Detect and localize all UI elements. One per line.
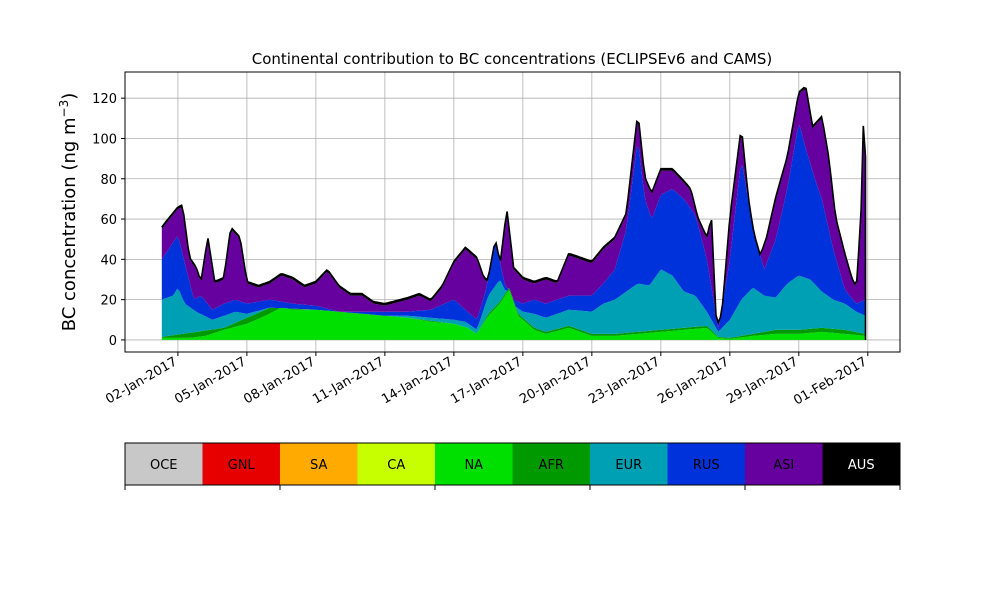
legend-label-gnl: GNL [228,458,256,473]
y-axis-label: BC concentration (ng m−3) [57,93,80,332]
area-eur [161,269,866,338]
legend: OCE GNL SA CA NA AFR EUR RUS ASI AUS [124,442,901,490]
legend-swatch-oce [125,443,203,485]
chart-title: Continental contribution to BC concentra… [252,50,773,68]
legend-swatch-ca [357,443,435,485]
legend-label-eur: EUR [615,458,642,473]
x-axis-ticks: 02-Jan-201705-Jan-201708-Jan-201711-Jan-… [103,352,870,408]
legend-swatch-rus [667,443,745,485]
x-tick-label: 29-Jan-2017 [724,354,801,407]
legend-label-ca: CA [387,458,405,473]
x-tick-label: 14-Jan-2017 [379,354,456,407]
y-tick-label: 80 [100,173,117,188]
x-tick-label: 08-Jan-2017 [241,354,318,407]
legend-swatch-gnl [202,443,280,485]
legend-swatch-eur [590,443,668,485]
y-tick-label: 120 [92,92,117,107]
legend-frame [124,442,901,486]
area-rus [161,125,866,332]
legend-label-afr: AFR [539,458,564,473]
x-tick-label: 01-Feb-2017 [791,354,870,408]
legend-swatch-asi [745,443,823,485]
x-tick-label: 17-Jan-2017 [448,354,525,407]
legend-label-sa: SA [310,458,327,473]
legend-swatch-afr [512,443,590,485]
y-axis-ticks: 0 20 40 60 80 100 120 [92,92,125,349]
legend-label-oce: OCE [150,458,178,473]
area-afr [161,288,866,339]
legend-label-asi: ASI [773,458,794,473]
x-tick-label: 20-Jan-2017 [517,354,594,407]
x-tick-label: 23-Jan-2017 [586,354,663,407]
legend-swatch-aus [822,443,900,485]
y-tick-label: 0 [109,334,117,349]
x-tick-label: 02-Jan-2017 [103,354,180,407]
legend-swatch-na [435,443,513,485]
x-tick-label: 05-Jan-2017 [172,354,249,407]
legend-label-rus: RUS [693,458,720,473]
area-na [161,290,866,340]
stacked-areas [161,87,866,340]
y-tick-label: 20 [100,294,117,309]
x-tick-label: 26-Jan-2017 [655,354,732,407]
y-tick-label: 60 [100,213,117,228]
x-tick-label: 11-Jan-2017 [310,354,387,407]
legend-label-aus: AUS [848,458,875,473]
area-asi [161,89,866,329]
y-tick-label: 100 [92,132,117,147]
total-outline [161,86,867,340]
y-tick-label: 40 [100,253,117,268]
axes-frame [124,71,901,353]
legend-swatch-sa [280,443,358,485]
legend-label-na: NA [464,458,483,473]
